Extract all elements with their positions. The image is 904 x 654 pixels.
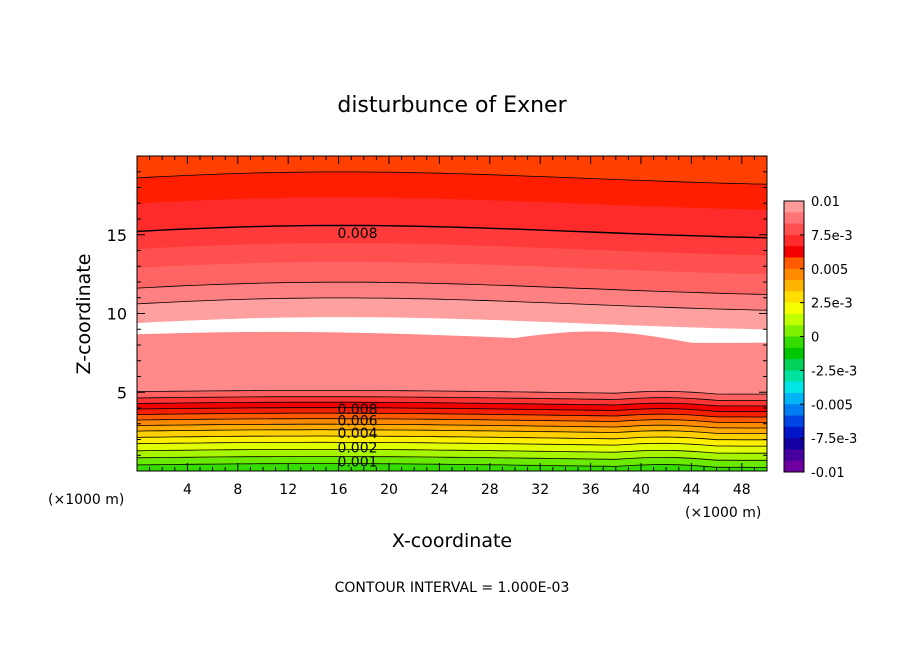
colorbar-label: -2.5e-3 [811,364,857,379]
contour-line [136,423,767,429]
colorbar-label: -7.5e-3 [811,432,857,447]
colorbar: 0.01 7.5e-3 0.005 2.5e-3 0 -2.5e-3 -0.005 -7.5e… [783,195,857,481]
colorbar-swatch [784,381,804,394]
colorbar-label: 0.005 [811,263,848,278]
contour-line [136,449,767,454]
contour-band [136,330,768,395]
colorbar-swatch [784,257,804,270]
colorbar-swatch [784,438,804,450]
contour-line [136,456,767,461]
contour-label: 0.006 [337,414,377,430]
contour-label: 0.008 [337,402,377,418]
contour-line [136,297,768,311]
colorbar-swatch [784,302,804,315]
colorbar-swatch [784,246,804,258]
x-tick-label: 48 [733,482,751,498]
contour-line [136,412,767,418]
colorbar-swatch [784,201,804,213]
colorbar-swatch [784,234,804,247]
x-tick-label: 24 [430,482,448,498]
colorbar-swatch [784,426,804,439]
contour-line [136,396,767,401]
contour-label: 0.008 [337,226,377,242]
contour-line [136,407,767,412]
contour-label: 0.002 [337,440,377,456]
colorbar-swatch [784,291,804,304]
colorbar-swatch [784,370,804,383]
y-axis-label: Z-coordinate [73,254,95,375]
contour-line [136,390,767,395]
colorbar-swatches [784,201,804,473]
contour-fill-bands [136,155,768,472]
x-unit-left: (×1000 m) [48,492,124,508]
x-tick-label: 16 [330,482,348,498]
colorbar-swatch [784,223,804,236]
contour-line [136,401,768,407]
colorbar-swatch [784,392,804,405]
x-tick-label: 40 [632,482,650,498]
x-axis-label: X-coordinate [392,530,512,552]
contour-lines [136,171,768,468]
colorbar-labels: 0.01 7.5e-3 0.005 2.5e-3 0 -2.5e-3 -0.005 -7.5e… [800,195,857,481]
y-tick-label: 5 [117,383,127,402]
y-axis-ticks: 5 10 15 [107,171,767,456]
colorbar-label: 0 [811,331,819,346]
contour-interval-footer: CONTOUR INTERVAL = 1.000E-03 [335,580,570,596]
x-unit-right: (×1000 m) [685,505,761,521]
x-tick-label: 28 [481,482,499,498]
colorbar-swatch [784,280,804,292]
x-tick-label: 8 [233,482,242,498]
x-tick-label: 12 [279,482,297,498]
colorbar-swatch [784,268,804,281]
contour-line [136,441,767,447]
chart-title: disturbunce of Exner [337,93,567,118]
colorbar-swatch [784,313,804,326]
colorbar-swatch [784,359,804,371]
x-axis-ticks: 4 8 12 16 20 24 28 32 36 40 44 48 [149,156,755,498]
colorbar-swatch [784,347,804,360]
colorbar-swatch [784,404,804,417]
contour-line [136,281,768,295]
colorbar-swatch [784,449,804,462]
colorbar-label: -0.01 [811,466,845,481]
x-tick-label: 44 [682,482,700,498]
colorbar-swatch [784,336,804,349]
contour-label: 0.001 [337,455,377,471]
contour-line [136,418,767,423]
contour-line [136,435,767,441]
x-tick-label: 20 [380,482,398,498]
colorbar-label: 2.5e-3 [811,297,853,312]
colorbar-label: -0.005 [811,398,853,413]
x-tick-label: 36 [582,482,600,498]
y-tick-label: 15 [107,226,127,245]
contour-line [136,224,768,239]
colorbar-swatch [784,415,804,428]
y-tick-label: 10 [107,305,127,324]
colorbar-swatch [784,325,804,337]
colorbar-label: 7.5e-3 [811,229,853,244]
x-tick-label: 32 [531,482,549,498]
contour-label: 0.004 [337,426,377,442]
x-tick-label: 4 [183,482,192,498]
contour-line [136,463,767,468]
contour-line [136,429,767,434]
colorbar-label: 0.01 [811,195,840,210]
colorbar-swatch [784,460,804,473]
contour-line [136,171,768,185]
colorbar-swatch [784,212,804,225]
